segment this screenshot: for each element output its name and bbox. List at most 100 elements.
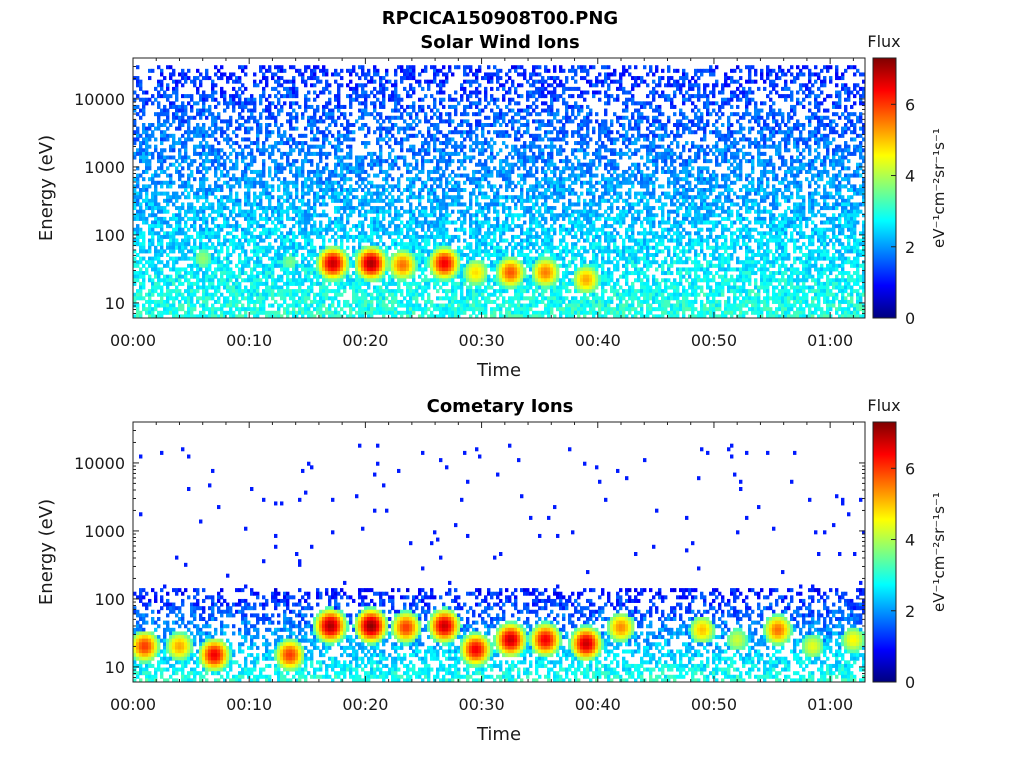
heatmap-cell: [427, 83, 431, 88]
heatmap-cell: [304, 307, 308, 312]
heatmap-cell: [364, 278, 368, 283]
heatmap-cell: [226, 271, 230, 276]
heatmap-cell: [154, 169, 158, 174]
heatmap-cell: [358, 94, 362, 99]
heatmap-cell: [382, 191, 386, 196]
heatmap-cell: [484, 216, 488, 221]
heatmap-cell: [148, 296, 152, 301]
heatmap-cell: [295, 209, 299, 214]
heatmap-cell: [205, 285, 209, 290]
heatmap-cell: [457, 263, 461, 268]
heatmap-cell: [490, 231, 494, 236]
heatmap-cell: [211, 94, 215, 99]
heatmap-cell: [484, 169, 488, 174]
heatmap-cell: [154, 274, 158, 279]
heatmap-cell: [178, 177, 182, 182]
heatmap-cell: [394, 83, 398, 88]
heatmap-cell: [235, 126, 239, 131]
heatmap-cell: [430, 115, 434, 120]
heatmap-cell: [139, 206, 143, 211]
heatmap-cell: [241, 271, 245, 276]
heatmap-cell: [478, 307, 482, 312]
heatmap-cell: [304, 289, 308, 294]
heatmap-cell: [253, 292, 257, 297]
heatmap-cell: [190, 234, 194, 239]
heatmap-cell: [406, 299, 410, 304]
heatmap-cell: [343, 224, 347, 229]
heatmap-cell: [136, 184, 140, 189]
heatmap-cell: [307, 260, 311, 265]
heatmap-cell: [460, 97, 464, 102]
heatmap-cell: [466, 289, 470, 294]
heatmap-cell: [229, 267, 233, 272]
heatmap-cell: [274, 159, 278, 164]
heatmap-cell: [157, 209, 161, 214]
heatmap-cell: [382, 94, 386, 99]
heatmap-cell: [253, 155, 257, 160]
heatmap-cell: [211, 119, 215, 124]
heatmap-cell: [331, 227, 335, 232]
heatmap-cell: [325, 83, 329, 88]
heatmap-cell: [247, 216, 251, 221]
heatmap-cell: [256, 260, 260, 265]
heatmap-cell: [139, 83, 143, 88]
heatmap-cell: [313, 220, 317, 225]
heatmap-cell: [481, 242, 485, 247]
heatmap-cell: [181, 108, 185, 113]
heatmap-cell: [355, 195, 359, 200]
heatmap-cell: [166, 191, 170, 196]
heatmap-cell: [238, 281, 242, 286]
heatmap-cell: [487, 65, 491, 70]
heatmap-cell: [412, 191, 416, 196]
heatmap-cell: [358, 253, 362, 258]
heatmap-cell: [346, 162, 350, 167]
heatmap-cell: [379, 195, 383, 200]
heatmap-cell: [280, 104, 284, 109]
heatmap-cell: [415, 173, 419, 178]
heatmap-cell: [256, 137, 260, 142]
heatmap-cell: [196, 263, 200, 268]
heatmap-cell: [283, 245, 287, 250]
heatmap-cell: [205, 249, 209, 254]
heatmap-cell: [196, 274, 200, 279]
heatmap-cell: [325, 104, 329, 109]
heatmap-cell: [409, 144, 413, 149]
heatmap-cell: [262, 249, 266, 254]
heatmap-cell: [448, 155, 452, 160]
heatmap-cell: [451, 249, 455, 254]
heatmap-cell: [445, 249, 449, 254]
heatmap-cell: [475, 126, 479, 131]
heatmap-cell: [364, 271, 368, 276]
heatmap-cell: [382, 263, 386, 268]
heatmap-cell: [466, 263, 470, 268]
heatmap-cell: [403, 253, 407, 258]
heatmap-cell: [352, 188, 356, 193]
heatmap-cell: [334, 267, 338, 272]
heatmap-cell: [415, 296, 419, 301]
heatmap-cell: [262, 188, 266, 193]
heatmap-cell: [163, 76, 167, 81]
heatmap-cell: [223, 97, 227, 102]
heatmap-cell: [400, 314, 404, 319]
heatmap-cell: [256, 119, 260, 124]
heatmap-cell: [406, 220, 410, 225]
heatmap-cell: [379, 263, 383, 268]
heatmap-cell: [433, 281, 437, 286]
heatmap-cell: [385, 285, 389, 290]
heatmap-cell: [469, 144, 473, 149]
heatmap-cell: [409, 76, 413, 81]
heatmap-cell: [466, 267, 470, 272]
heatmap-cell: [493, 191, 497, 196]
heatmap-cell: [142, 231, 146, 236]
heatmap-cell: [136, 79, 140, 84]
heatmap-cell: [358, 126, 362, 131]
heatmap-cell: [283, 260, 287, 265]
heatmap-cell: [196, 68, 200, 73]
heatmap-cell: [268, 289, 272, 294]
heatmap-cell: [487, 180, 491, 185]
heatmap-cell: [343, 289, 347, 294]
heatmap-cell: [340, 227, 344, 232]
heatmap-cell: [451, 274, 455, 279]
heatmap-cell: [367, 256, 371, 261]
heatmap-cell: [295, 242, 299, 247]
